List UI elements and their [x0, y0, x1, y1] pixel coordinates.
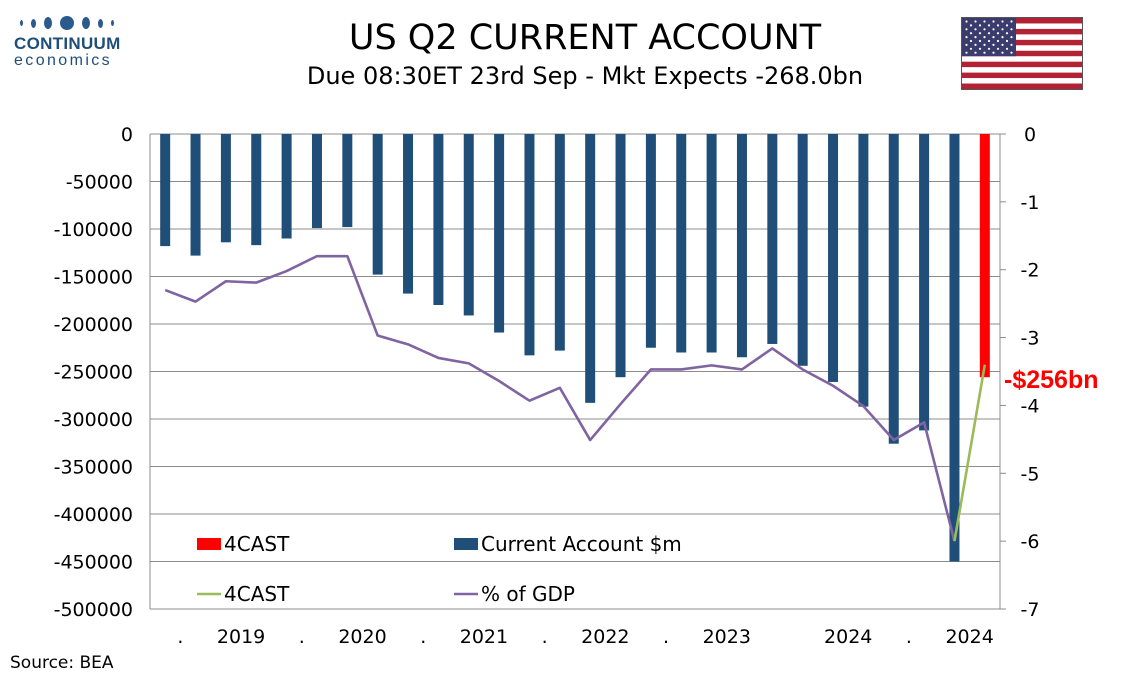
left-tick-label: -250000 [54, 362, 133, 384]
current-account-bar [403, 134, 414, 294]
current-account-bar [190, 134, 201, 256]
left-tick-label: -150000 [54, 267, 133, 289]
current-account-bar [220, 134, 231, 243]
current-account-bar [281, 134, 292, 239]
right-axis-ticks: 0 -1 -2 -3 -4 -5 -6 -7 [1000, 124, 1039, 621]
current-account-bar [858, 134, 869, 407]
left-tick-label: -200000 [54, 314, 133, 336]
gdp-line [164, 254, 956, 542]
forecast-line [953, 364, 987, 542]
x-tick-label: 2024 [945, 626, 993, 648]
right-tick-label: -5 [1021, 463, 1040, 485]
x-axis-ticks: . 2019. 2020. 2021. 2022. 2023 2024. 2024 [177, 626, 993, 648]
current-account-bar [797, 134, 808, 366]
legend: 4CAST Current Account $m 4CAST % of GDP [197, 532, 682, 606]
x-tick-label: 2021 [460, 626, 508, 648]
continuum-logo: CONTINUUM economics [14, 14, 138, 70]
lines [164, 254, 987, 542]
bars [160, 134, 990, 562]
x-tick-label: . [906, 626, 912, 648]
us-flag-icon [961, 17, 1083, 90]
current-account-bar [615, 134, 626, 378]
right-tick-label: -1 [1021, 192, 1040, 214]
current-account-bar [736, 134, 747, 358]
left-tick-label: -400000 [54, 504, 133, 526]
current-account-bar [585, 134, 596, 403]
x-tick-label: 2020 [338, 626, 386, 648]
current-account-bar [767, 134, 778, 344]
forecast-bar [979, 134, 990, 378]
logo-name: CONTINUUM [14, 34, 121, 53]
current-account-bar [949, 134, 960, 562]
current-account-bar [554, 134, 565, 351]
current-account-bar [433, 134, 444, 305]
x-tick-label: . [542, 626, 548, 648]
current-account-bar [828, 134, 839, 382]
forecast-annotation: -$256bn [1004, 366, 1098, 394]
left-tick-label: -350000 [54, 457, 133, 479]
current-account-bar [160, 134, 171, 247]
current-account-bar [342, 134, 353, 228]
left-tick-label: 0 [121, 124, 133, 146]
current-account-bar [494, 134, 505, 333]
left-tick-label: -300000 [54, 409, 133, 431]
logo-dots-icon [20, 14, 138, 32]
legend-label: % of GDP [481, 582, 575, 606]
left-tick-label: -50000 [66, 172, 133, 194]
legend-label: 4CAST [224, 532, 290, 556]
current-account-bar [919, 134, 930, 431]
x-tick-label: . [420, 626, 426, 648]
axes [149, 134, 1001, 609]
current-account-bar [463, 134, 474, 316]
current-account-bar [524, 134, 535, 356]
current-account-bar [372, 134, 383, 275]
gridlines [150, 133, 1000, 610]
current-account-bar [311, 134, 322, 229]
left-tick-label: -500000 [54, 599, 133, 621]
current-account-bar [888, 134, 899, 444]
left-axis-ticks: 0 -50000 -100000 -150000 -200000 -250000 -3000… [54, 124, 133, 621]
chart-title: US Q2 CURRENT ACCOUNT [348, 18, 822, 58]
left-tick-label: -100000 [54, 219, 133, 241]
current-account-bar [676, 134, 687, 353]
current-account-bar [251, 134, 262, 246]
right-tick-label: 0 [1024, 124, 1036, 146]
x-tick-label: . [177, 626, 183, 648]
legend-swatch [197, 538, 221, 550]
right-tick-label: -3 [1021, 328, 1040, 350]
x-tick-label: . [299, 626, 305, 648]
x-tick-label: 2023 [703, 626, 751, 648]
right-tick-label: -6 [1021, 531, 1040, 553]
x-tick-label: 2024 [824, 626, 872, 648]
x-tick-label: . [663, 626, 669, 648]
legend-label: 4CAST [224, 582, 290, 606]
legend-swatch [454, 538, 478, 550]
current-account-bar [645, 134, 656, 348]
logo-sub: economics [14, 52, 113, 69]
left-tick-label: -450000 [54, 552, 133, 574]
right-tick-label: -7 [1021, 599, 1040, 621]
right-tick-label: -2 [1021, 260, 1040, 282]
legend-label: Current Account $m [481, 532, 682, 556]
x-tick-label: 2019 [217, 626, 265, 648]
x-tick-label: 2022 [581, 626, 629, 648]
source-note: Source: BEA [10, 653, 114, 673]
right-tick-label: -4 [1021, 395, 1040, 417]
chart-subtitle: Due 08:30ET 23rd Sep - Mkt Expects -268.… [306, 62, 864, 90]
current-account-bar [706, 134, 717, 353]
